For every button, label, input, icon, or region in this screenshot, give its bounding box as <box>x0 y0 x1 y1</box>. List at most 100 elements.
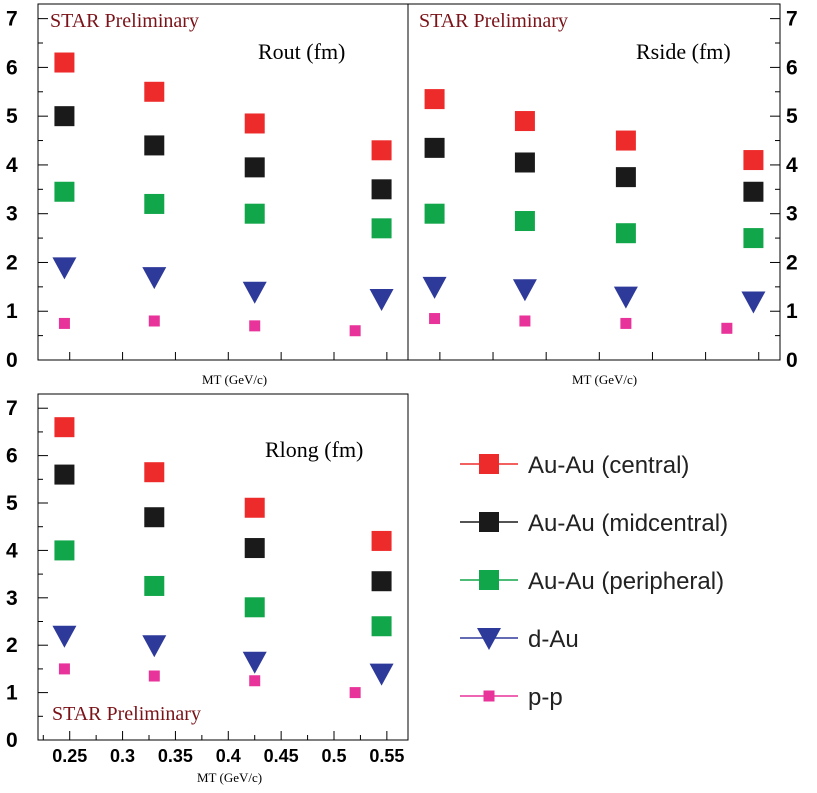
rout-data-point <box>52 257 77 280</box>
rout-data-point <box>369 289 394 312</box>
rside-data-point <box>613 286 638 309</box>
legend-label: Au-Au (central) <box>528 452 689 479</box>
rside-data-point <box>514 111 535 132</box>
rside-preliminary-label: STAR Preliminary <box>419 10 568 32</box>
rside-data-point <box>743 150 764 171</box>
rlong-data-point <box>371 616 392 637</box>
rlong-panel: STAR Preliminary Rlong (fm) MT (GeV/c) 0… <box>6 393 409 785</box>
legend-marker <box>479 454 499 474</box>
rlong-y-tick-label: 2 <box>6 634 18 657</box>
rout-data-point <box>244 157 265 178</box>
rlong-data-point <box>244 597 265 618</box>
rlong-data-point <box>249 675 261 687</box>
rout-y-tick-label: 1 <box>6 300 18 323</box>
rlong-data-point <box>349 687 361 699</box>
rout-data-point <box>242 281 267 304</box>
rside-data-point <box>743 181 764 202</box>
rlong-x-tick-label: 0.55 <box>369 746 404 766</box>
rlong-data-point <box>369 663 394 686</box>
rside-y-tick-label: 1 <box>786 300 798 323</box>
rlong-data-point <box>371 530 392 551</box>
rside-panel: STAR Preliminary Rside (fm) MT (GeV/c) 0… <box>407 3 798 387</box>
rout-data-point <box>144 81 165 102</box>
rlong-y-tick-label: 7 <box>6 397 18 420</box>
rside-data-point <box>429 313 441 325</box>
rout-y-tick-label: 6 <box>6 56 18 79</box>
rside-plot-frame <box>407 3 781 361</box>
rside-panel-title: Rside (fm) <box>636 39 731 64</box>
rout-data-point <box>142 267 167 290</box>
legend-marker <box>479 512 499 532</box>
rside-data-point <box>422 276 447 299</box>
rout-data-point <box>371 218 392 239</box>
rside-data-point <box>615 130 636 151</box>
rside-x-axis-label: MT (GeV/c) <box>572 372 637 387</box>
rlong-y-tick-label: 6 <box>6 445 18 468</box>
rlong-y-tick-label: 4 <box>6 539 18 562</box>
rout-data-point <box>244 203 265 224</box>
rout-data-point <box>144 193 165 214</box>
rout-y-tick-label: 7 <box>6 8 18 31</box>
rlong-data-point <box>244 538 265 559</box>
rside-data-point <box>615 223 636 244</box>
legend: Au-Au (central) Au-Au (midcentral) Au-Au (… <box>460 452 728 711</box>
rlong-axis-ticks: 0 1 2 3 4 5 6 7 0.25 0.3 0.35 0.4 0.45 0.5 0.55 <box>6 397 404 766</box>
rlong-x-tick-label: 0.3 <box>110 746 135 766</box>
rout-panel: STAR Preliminary Rout (fm) MT (GeV/c) 0 1… <box>6 3 409 387</box>
rlong-y-tick-label: 0 <box>6 729 18 752</box>
rlong-panel-title: Rlong (fm) <box>265 437 363 462</box>
rside-data-point <box>615 167 636 188</box>
rout-y-tick-label: 3 <box>6 203 18 226</box>
rout-y-tick-label: 4 <box>6 154 18 177</box>
rout-data-point <box>371 179 392 200</box>
rout-data-point <box>54 52 75 73</box>
rside-data-point <box>721 322 733 334</box>
rlong-data-point <box>144 575 165 596</box>
rlong-x-tick-label: 0.25 <box>52 746 87 766</box>
rout-data-point <box>148 315 160 327</box>
rlong-data-point <box>54 417 75 438</box>
rlong-x-tick-label: 0.45 <box>264 746 299 766</box>
rlong-y-tick-label: 1 <box>6 682 18 705</box>
legend-label: Au-Au (peripheral) <box>528 568 724 595</box>
rside-data-point <box>743 228 764 249</box>
legend-label: d-Au <box>528 626 579 653</box>
legend-label: p-p <box>528 684 563 711</box>
rside-y-tick-label: 6 <box>786 56 798 79</box>
rlong-plot-frame <box>37 393 409 741</box>
rout-data-point <box>249 320 261 332</box>
rside-data-points <box>422 89 766 334</box>
rlong-data-point <box>244 497 265 518</box>
rlong-data-point <box>371 571 392 592</box>
rout-y-tick-label: 5 <box>6 105 18 128</box>
rout-y-tick-label: 2 <box>6 251 18 274</box>
rout-data-point <box>54 181 75 202</box>
rside-data-point <box>741 291 766 314</box>
rlong-data-point <box>52 625 77 648</box>
rlong-data-point <box>54 540 75 561</box>
rlong-y-tick-label: 5 <box>6 492 18 515</box>
legend-marker <box>483 690 495 702</box>
rside-y-tick-label: 5 <box>786 105 798 128</box>
rout-x-axis-label: MT (GeV/c) <box>202 372 267 387</box>
rside-data-point <box>424 89 445 110</box>
rlong-data-point <box>58 663 70 675</box>
rside-y-tick-label: 3 <box>786 203 798 226</box>
rside-data-point <box>512 279 537 302</box>
rside-y-tick-label: 0 <box>786 349 798 372</box>
rout-data-point <box>244 113 265 134</box>
rlong-preliminary-label: STAR Preliminary <box>52 703 201 725</box>
rout-data-point <box>144 135 165 156</box>
rside-y-tick-label: 2 <box>786 251 798 274</box>
rside-data-point <box>519 315 531 327</box>
rout-y-ticks: 0 1 2 3 4 5 6 7 <box>6 8 388 372</box>
rlong-x-axis-label: MT (GeV/c) <box>197 770 262 785</box>
rout-data-point <box>58 317 70 329</box>
rlong-data-point <box>144 507 165 528</box>
rout-preliminary-label: STAR Preliminary <box>50 10 199 32</box>
rout-plot-frame <box>37 3 409 361</box>
rlong-data-point <box>54 464 75 485</box>
rout-data-points <box>52 52 394 337</box>
rlong-x-tick-label: 0.35 <box>158 746 193 766</box>
